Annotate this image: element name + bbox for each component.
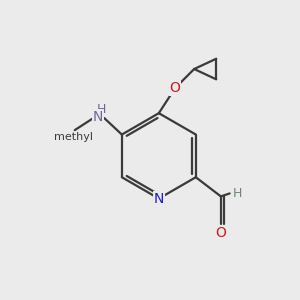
Text: H: H bbox=[232, 187, 242, 200]
Text: N: N bbox=[154, 192, 164, 206]
Text: O: O bbox=[215, 226, 226, 240]
Text: N: N bbox=[93, 110, 104, 124]
Text: H: H bbox=[97, 103, 106, 116]
Text: O: O bbox=[169, 81, 181, 95]
Text: methyl: methyl bbox=[54, 133, 93, 142]
